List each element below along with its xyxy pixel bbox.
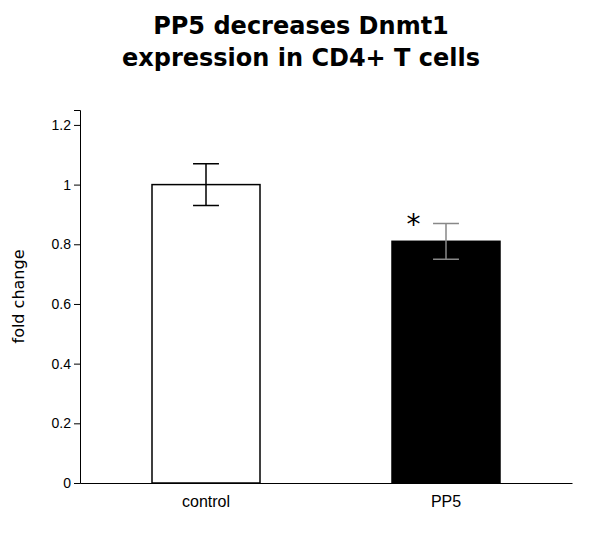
error-bar — [433, 223, 459, 259]
y-tick-mark — [74, 364, 80, 365]
y-tick-label: 0.2 — [52, 415, 72, 431]
marks — [152, 164, 500, 483]
y-tick: 0 — [63, 475, 80, 491]
y-tick: 0.2 — [52, 415, 80, 431]
x-axis-line — [81, 483, 573, 484]
title: PP5 decreases Dnmt1 — [153, 12, 449, 40]
y-tick-label: 0.8 — [52, 236, 72, 252]
y-tick-mark — [74, 304, 80, 305]
y-axis-line — [74, 111, 81, 484]
y-tick-label: 0 — [63, 475, 71, 491]
y-tick-mark — [74, 125, 80, 126]
y-axis-title: fold change — [9, 250, 28, 344]
y-axis: 0 0.2 0.4 0.6 0.8 1 1.2 — [52, 111, 81, 491]
bar — [392, 241, 500, 483]
title: expression in CD4+ T cells — [122, 44, 480, 72]
y-tick-label: 1 — [63, 177, 71, 193]
y-tick-label: 1.2 — [52, 117, 72, 133]
y-tick-label: 0.6 — [52, 296, 72, 312]
y-tick: 1.2 — [52, 117, 80, 133]
bar — [152, 185, 260, 483]
y-tick-mark — [74, 185, 80, 186]
y-tick-label: 0.4 — [52, 356, 72, 372]
chart: PP5 decreases Dnmt1 expression in CD4+ T … — [0, 0, 602, 533]
plot: 0 0.2 0.4 0.6 0.8 1 1.2 control PP5 fold change * — [9, 111, 573, 510]
x-tick-label: control — [182, 493, 230, 510]
error-bar — [193, 164, 219, 206]
y-tick-mark — [74, 483, 80, 484]
x-tick-label: PP5 — [431, 493, 461, 510]
y-tick: 1 — [63, 177, 80, 193]
annotation: * — [407, 208, 421, 241]
y-tick: 0.8 — [52, 236, 80, 252]
error-bar-line — [433, 223, 459, 259]
x-axis: control PP5 — [81, 484, 573, 510]
x-tick: PP5 — [431, 493, 461, 510]
y-tick-mark — [74, 244, 80, 245]
x-tick: control — [182, 493, 230, 510]
error-bar-line — [193, 164, 219, 206]
y-tick: 0.6 — [52, 296, 80, 312]
y-tick-mark — [74, 423, 80, 424]
y-tick: 0.4 — [52, 356, 80, 372]
